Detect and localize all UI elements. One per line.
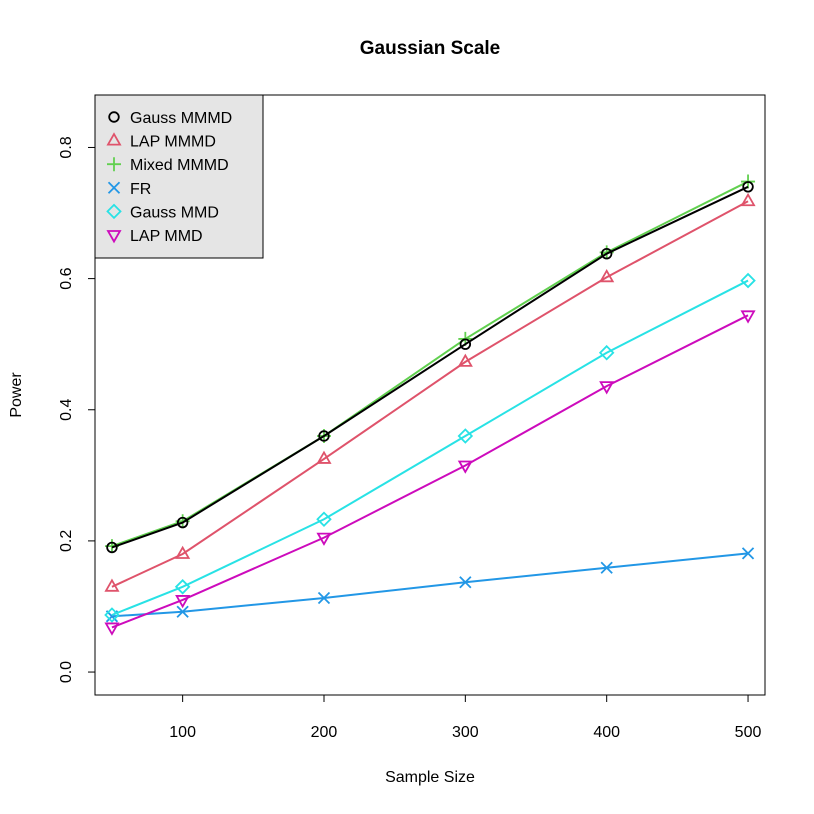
y-tick-label: 0.0 [58,661,75,683]
legend-label: Gauss MMMD [130,110,232,127]
data-point [106,541,118,554]
legend: Gauss MMMD LAP MMMD Mixed MMMD FR Gauss MMD L… [94,94,264,259]
legend-label: Mixed MMMD [130,157,229,174]
series-fr [105,547,755,623]
data-point [741,547,755,560]
y-tick-label: 0.8 [58,136,75,158]
data-point [459,338,472,350]
data-point [316,532,332,546]
data-point [742,181,754,193]
series-line [111,185,749,549]
x-tick-label: 300 [452,724,479,741]
data-point [599,268,615,283]
data-point [457,428,474,444]
data-point [740,310,756,324]
data-point [459,576,472,589]
y-axis: 0.0 0.2 0.4 0.6 0.8 [58,136,96,683]
series-lap-mmd [104,310,756,636]
x-axis: 100 200 300 400 500 [169,694,762,741]
legend-marker [107,181,121,194]
legend-marker [106,230,122,244]
data-point [457,460,473,474]
legend-box [94,94,264,259]
data-point [176,516,189,529]
y-tick-label: 0.6 [58,267,75,289]
legend-label: FR [130,181,151,198]
series-line [111,279,749,616]
data-point [600,247,613,260]
data-point [598,344,615,361]
series-line [111,314,749,629]
data-point [457,353,473,367]
legend-label: Gauss MMD [130,204,219,221]
data-point [175,595,191,609]
series-lap-mmmd [104,192,756,592]
data-point [175,545,191,559]
data-point [740,272,756,289]
data-point [599,381,615,395]
series-gauss-mmmd [106,181,754,554]
x-tick-label: 500 [735,724,762,741]
series-gauss-mmd [104,272,756,623]
legend-marker [107,157,121,172]
legend-label: LAP MMD [130,228,203,245]
legend-label: LAP MMMD [130,134,216,151]
data-point [740,192,756,207]
data-point [176,605,189,618]
data-point [318,430,330,442]
series-layer [104,174,756,636]
x-axis-label: Sample Size [385,769,475,786]
data-point [104,578,120,592]
data-point [317,591,331,605]
data-point [600,561,613,574]
series-line [111,552,749,618]
series-line [111,200,749,588]
data-point [316,511,332,528]
data-point [316,450,332,464]
chart-title: Gaussian Scale [360,38,500,59]
x-tick-label: 400 [593,724,620,741]
x-tick-label: 200 [311,724,338,741]
y-tick-label: 0.2 [58,530,75,552]
legend-marker [106,203,122,220]
data-point [104,622,120,636]
legend-marker [108,111,120,123]
series-line [111,180,749,548]
x-tick-label: 100 [169,724,196,741]
data-point [104,607,120,623]
y-axis-label: Power [8,372,25,418]
data-point [174,579,191,595]
legend-marker [106,132,122,146]
y-tick-label: 0.4 [58,399,75,421]
